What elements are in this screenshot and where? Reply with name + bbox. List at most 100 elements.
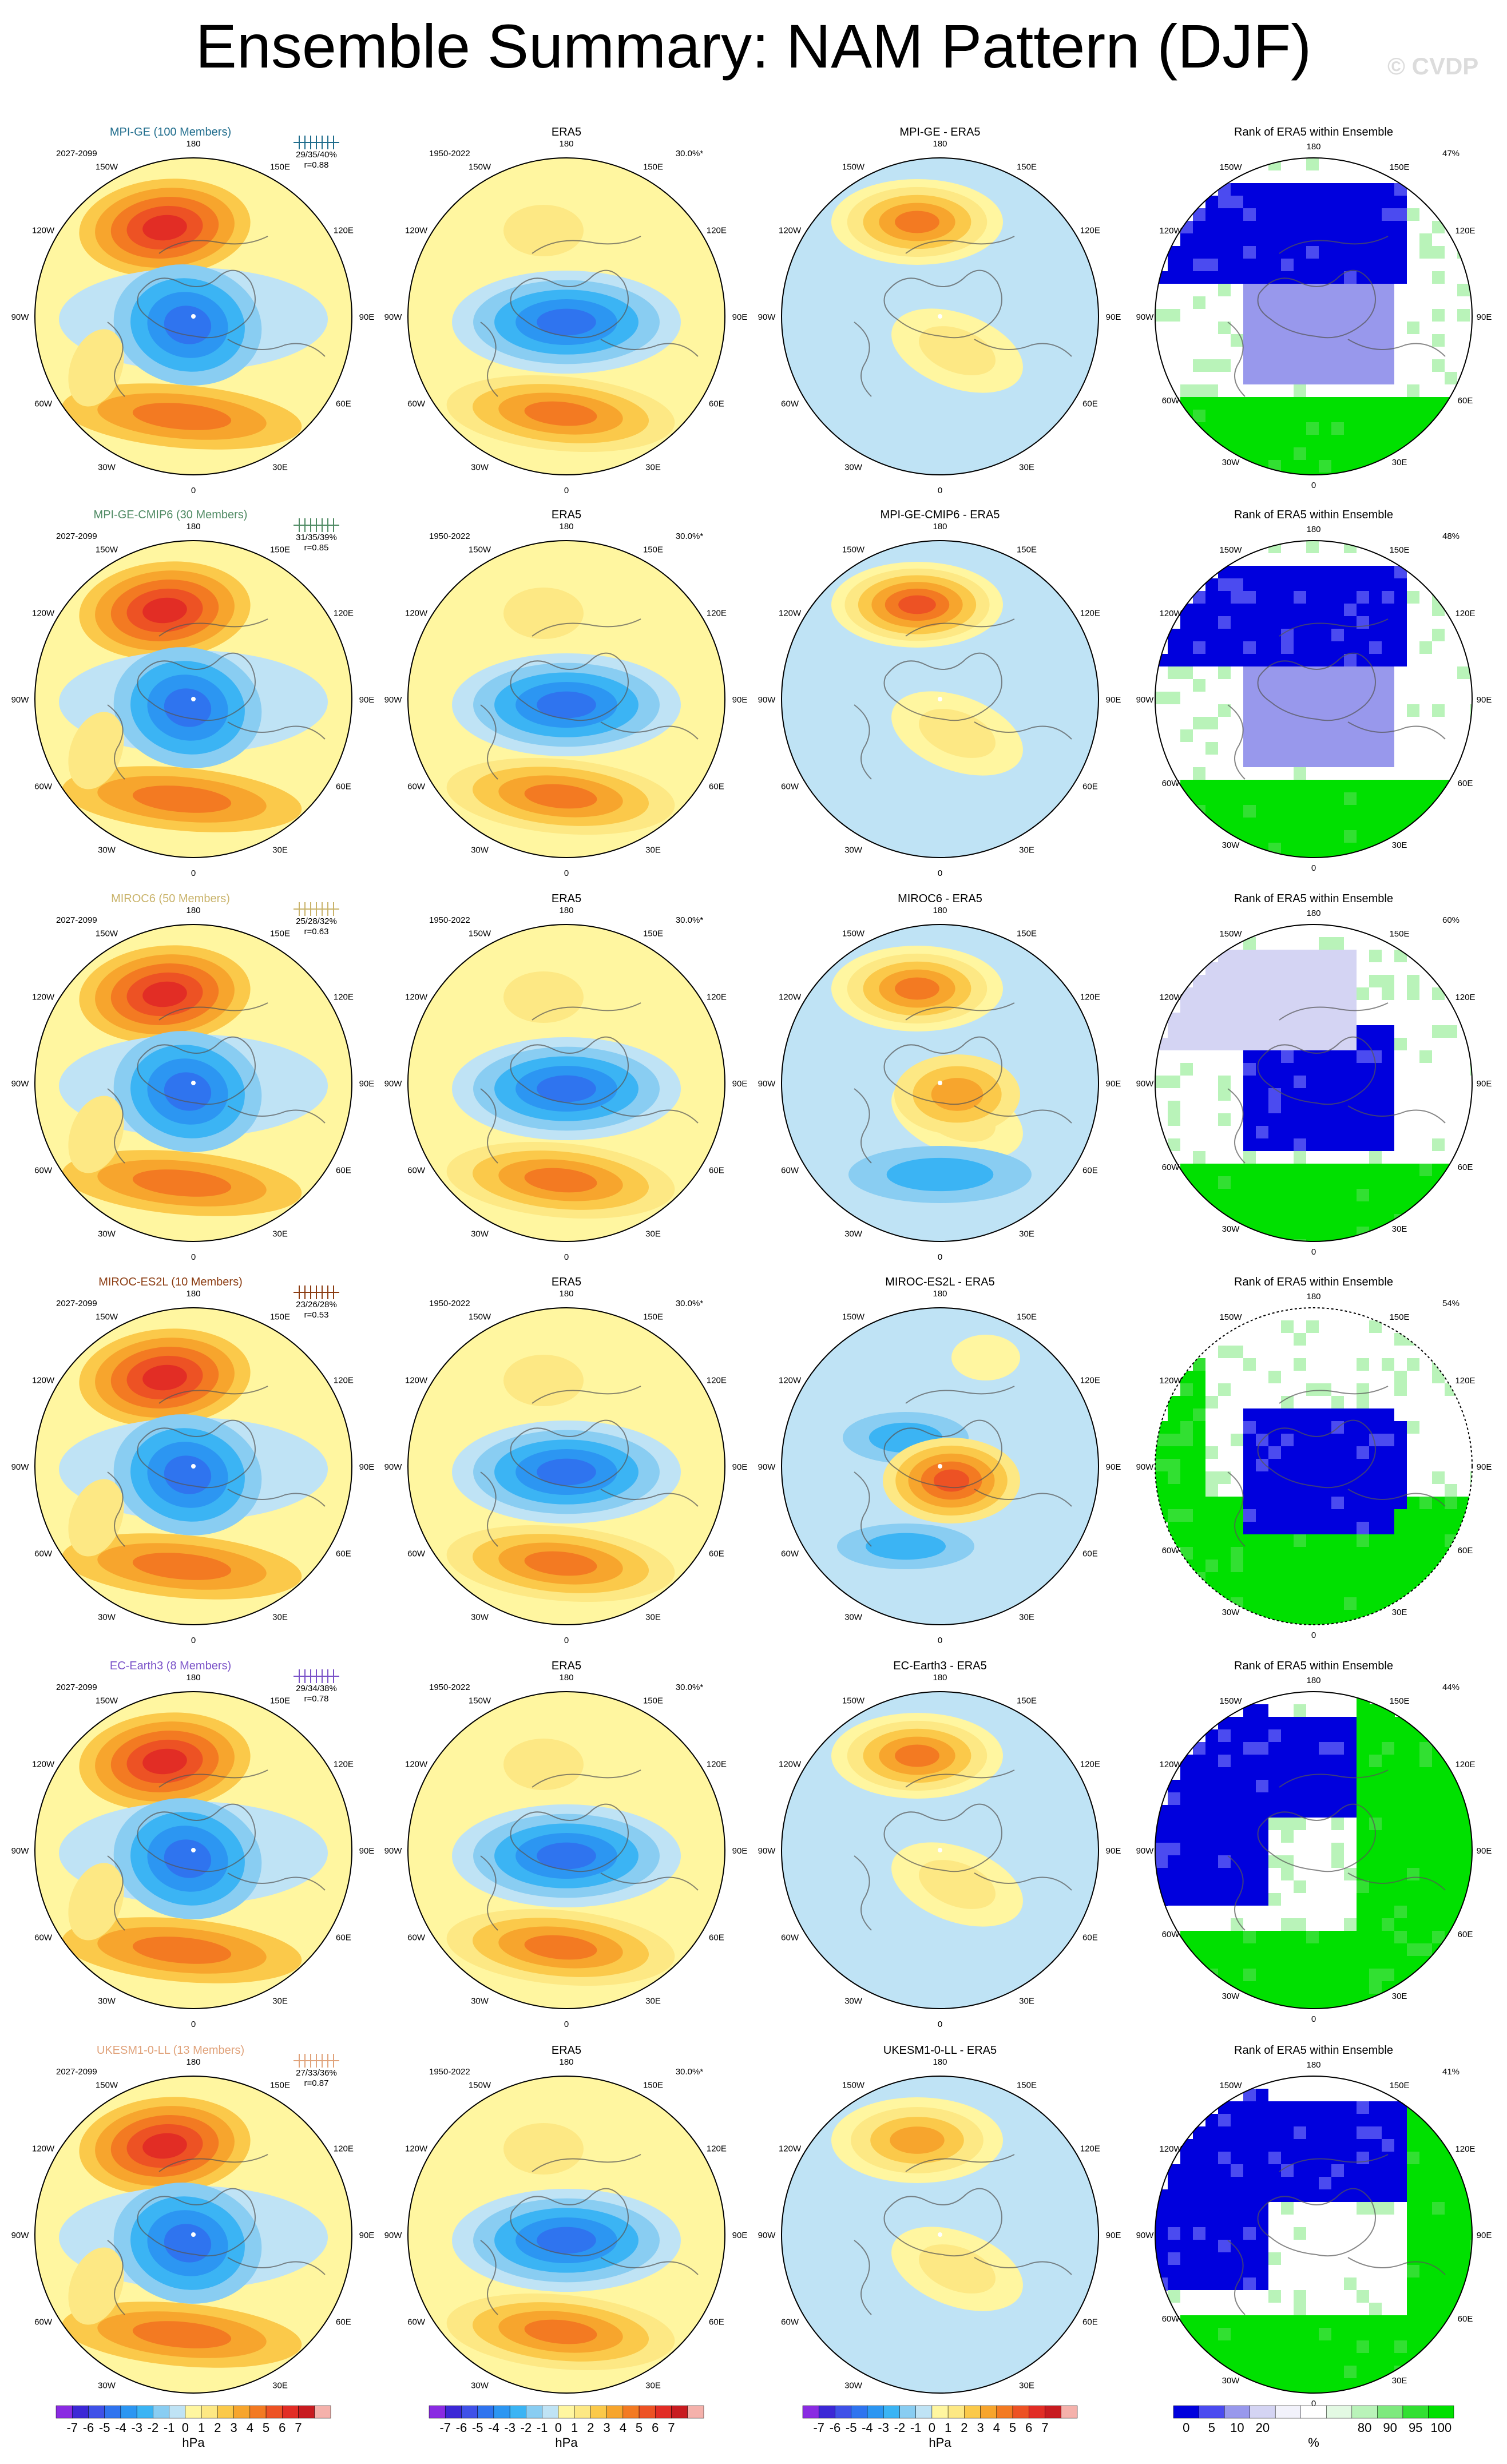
rank-cell xyxy=(1306,1610,1319,1623)
rank-cell xyxy=(1306,1025,1319,1038)
rank-cell xyxy=(1294,1792,1307,1806)
rank-cell xyxy=(1319,1994,1332,2007)
rank-cell xyxy=(1268,604,1282,617)
colorbar-swatch xyxy=(88,2405,105,2419)
rank-cell xyxy=(1205,1176,1219,1189)
rank-cell xyxy=(1193,975,1206,988)
rank-cell xyxy=(1281,1025,1294,1038)
lon-label: 60W xyxy=(407,782,426,792)
rank-cell xyxy=(1331,1446,1345,1459)
coastline xyxy=(1347,339,1446,357)
rank-cell xyxy=(1319,666,1332,680)
rank-cell xyxy=(1193,654,1206,667)
colorbar-tick: 6 xyxy=(652,2421,659,2435)
rank-cell xyxy=(1205,372,1219,385)
colorbar-swatch xyxy=(104,2405,121,2419)
rank-cell xyxy=(1205,604,1219,617)
coastline xyxy=(974,1872,1072,1891)
coastline xyxy=(905,1386,1015,1404)
rank-cell xyxy=(1268,2353,1282,2366)
rank-cell xyxy=(1344,1880,1357,1894)
colorbar-tick: -1 xyxy=(164,2421,175,2435)
rank-cell xyxy=(1344,347,1357,360)
colorbar-swatch xyxy=(931,2405,949,2419)
rank-cell xyxy=(1243,1346,1256,1359)
rank-cell xyxy=(1470,1101,1472,1114)
rank-cell xyxy=(1331,322,1345,335)
period-label: 2027-2099 xyxy=(56,1299,97,1308)
rank-cell xyxy=(1369,1547,1382,1560)
rank-cell xyxy=(1306,1471,1319,1485)
rank-cell xyxy=(1357,1013,1370,1026)
rank-cell xyxy=(1281,1729,1294,1743)
rank-cell xyxy=(1268,170,1282,184)
rank-cell xyxy=(1268,2089,1282,2102)
rank-cell xyxy=(1268,578,1282,592)
rank-cell xyxy=(1419,1408,1433,1422)
contour-fill xyxy=(142,597,187,624)
rank-cell xyxy=(1344,1780,1357,1793)
rank-cell xyxy=(1344,1931,1357,1944)
rank-cell xyxy=(1256,1189,1269,1202)
rank-cell xyxy=(1394,641,1407,654)
rank-cell xyxy=(1369,1050,1382,1064)
rank-cell xyxy=(1281,1383,1294,1396)
rank-cell xyxy=(1369,2126,1382,2140)
rank-cell xyxy=(1256,729,1269,743)
rank-cell xyxy=(1357,1931,1370,1944)
rank-cell xyxy=(1382,792,1395,806)
rank-cell xyxy=(1294,259,1307,272)
rank-cell xyxy=(1432,2152,1445,2165)
rank-cell xyxy=(1394,987,1407,1001)
rank-cell xyxy=(1205,1509,1219,1522)
rank-cell xyxy=(1470,1038,1472,1051)
rank-cell xyxy=(1357,1868,1370,1881)
rank-cell xyxy=(1344,1534,1357,1548)
rank-cell xyxy=(1243,2215,1256,2228)
rank-cell xyxy=(1294,975,1307,988)
rank-cell xyxy=(1231,1572,1244,1585)
rank-cell xyxy=(1256,2101,1269,2114)
colorbar-tick: -4 xyxy=(862,2421,873,2435)
rank-cell xyxy=(1281,384,1294,398)
rank-cell xyxy=(1369,1126,1382,1139)
rank-cell xyxy=(1419,2114,1433,2127)
rank-cell xyxy=(1407,196,1420,209)
rank-cell xyxy=(1419,1818,1433,1831)
rank-cell xyxy=(1243,1088,1256,1101)
rank-cell xyxy=(1382,1868,1395,1881)
rank-cell xyxy=(1231,208,1244,221)
rank-cell xyxy=(1407,1956,1420,1969)
rank-cell xyxy=(1218,1088,1231,1101)
rank-cell xyxy=(1218,1880,1231,1894)
rank-cell xyxy=(1268,1717,1282,1730)
lon-label: 90E xyxy=(359,1079,375,1089)
rank-cell xyxy=(1205,2114,1219,2127)
rank-cell xyxy=(1281,284,1294,297)
colorbar-swatch xyxy=(1377,2405,1403,2419)
rank-cell xyxy=(1319,158,1332,171)
contour-fill xyxy=(524,2319,597,2344)
rank-cell xyxy=(1231,183,1244,196)
rank-cell xyxy=(1319,541,1332,554)
rank-cell xyxy=(1256,1780,1269,1793)
rank-cell xyxy=(1205,296,1219,310)
rank-cell xyxy=(1357,1918,1370,1931)
rank-cell xyxy=(1445,1088,1458,1101)
rank-cell xyxy=(1344,233,1357,247)
lon-label: 60W xyxy=(407,1549,426,1559)
coastline xyxy=(1347,1489,1446,1507)
lon-label: 150W xyxy=(469,162,491,172)
rank-cell xyxy=(1432,1805,1445,1818)
rank-cell xyxy=(1281,1497,1294,1510)
rank-cell xyxy=(1369,1560,1382,1573)
rank-cell xyxy=(1394,2215,1407,2228)
rank-cell xyxy=(1168,1138,1181,1152)
colorbar-swatch xyxy=(622,2405,640,2419)
rank-cell xyxy=(1168,1434,1181,1447)
map-border xyxy=(34,924,352,1242)
rank-cell xyxy=(1369,1320,1382,1334)
rank-cell xyxy=(1319,2114,1332,2127)
map-border xyxy=(1155,2076,1473,2394)
